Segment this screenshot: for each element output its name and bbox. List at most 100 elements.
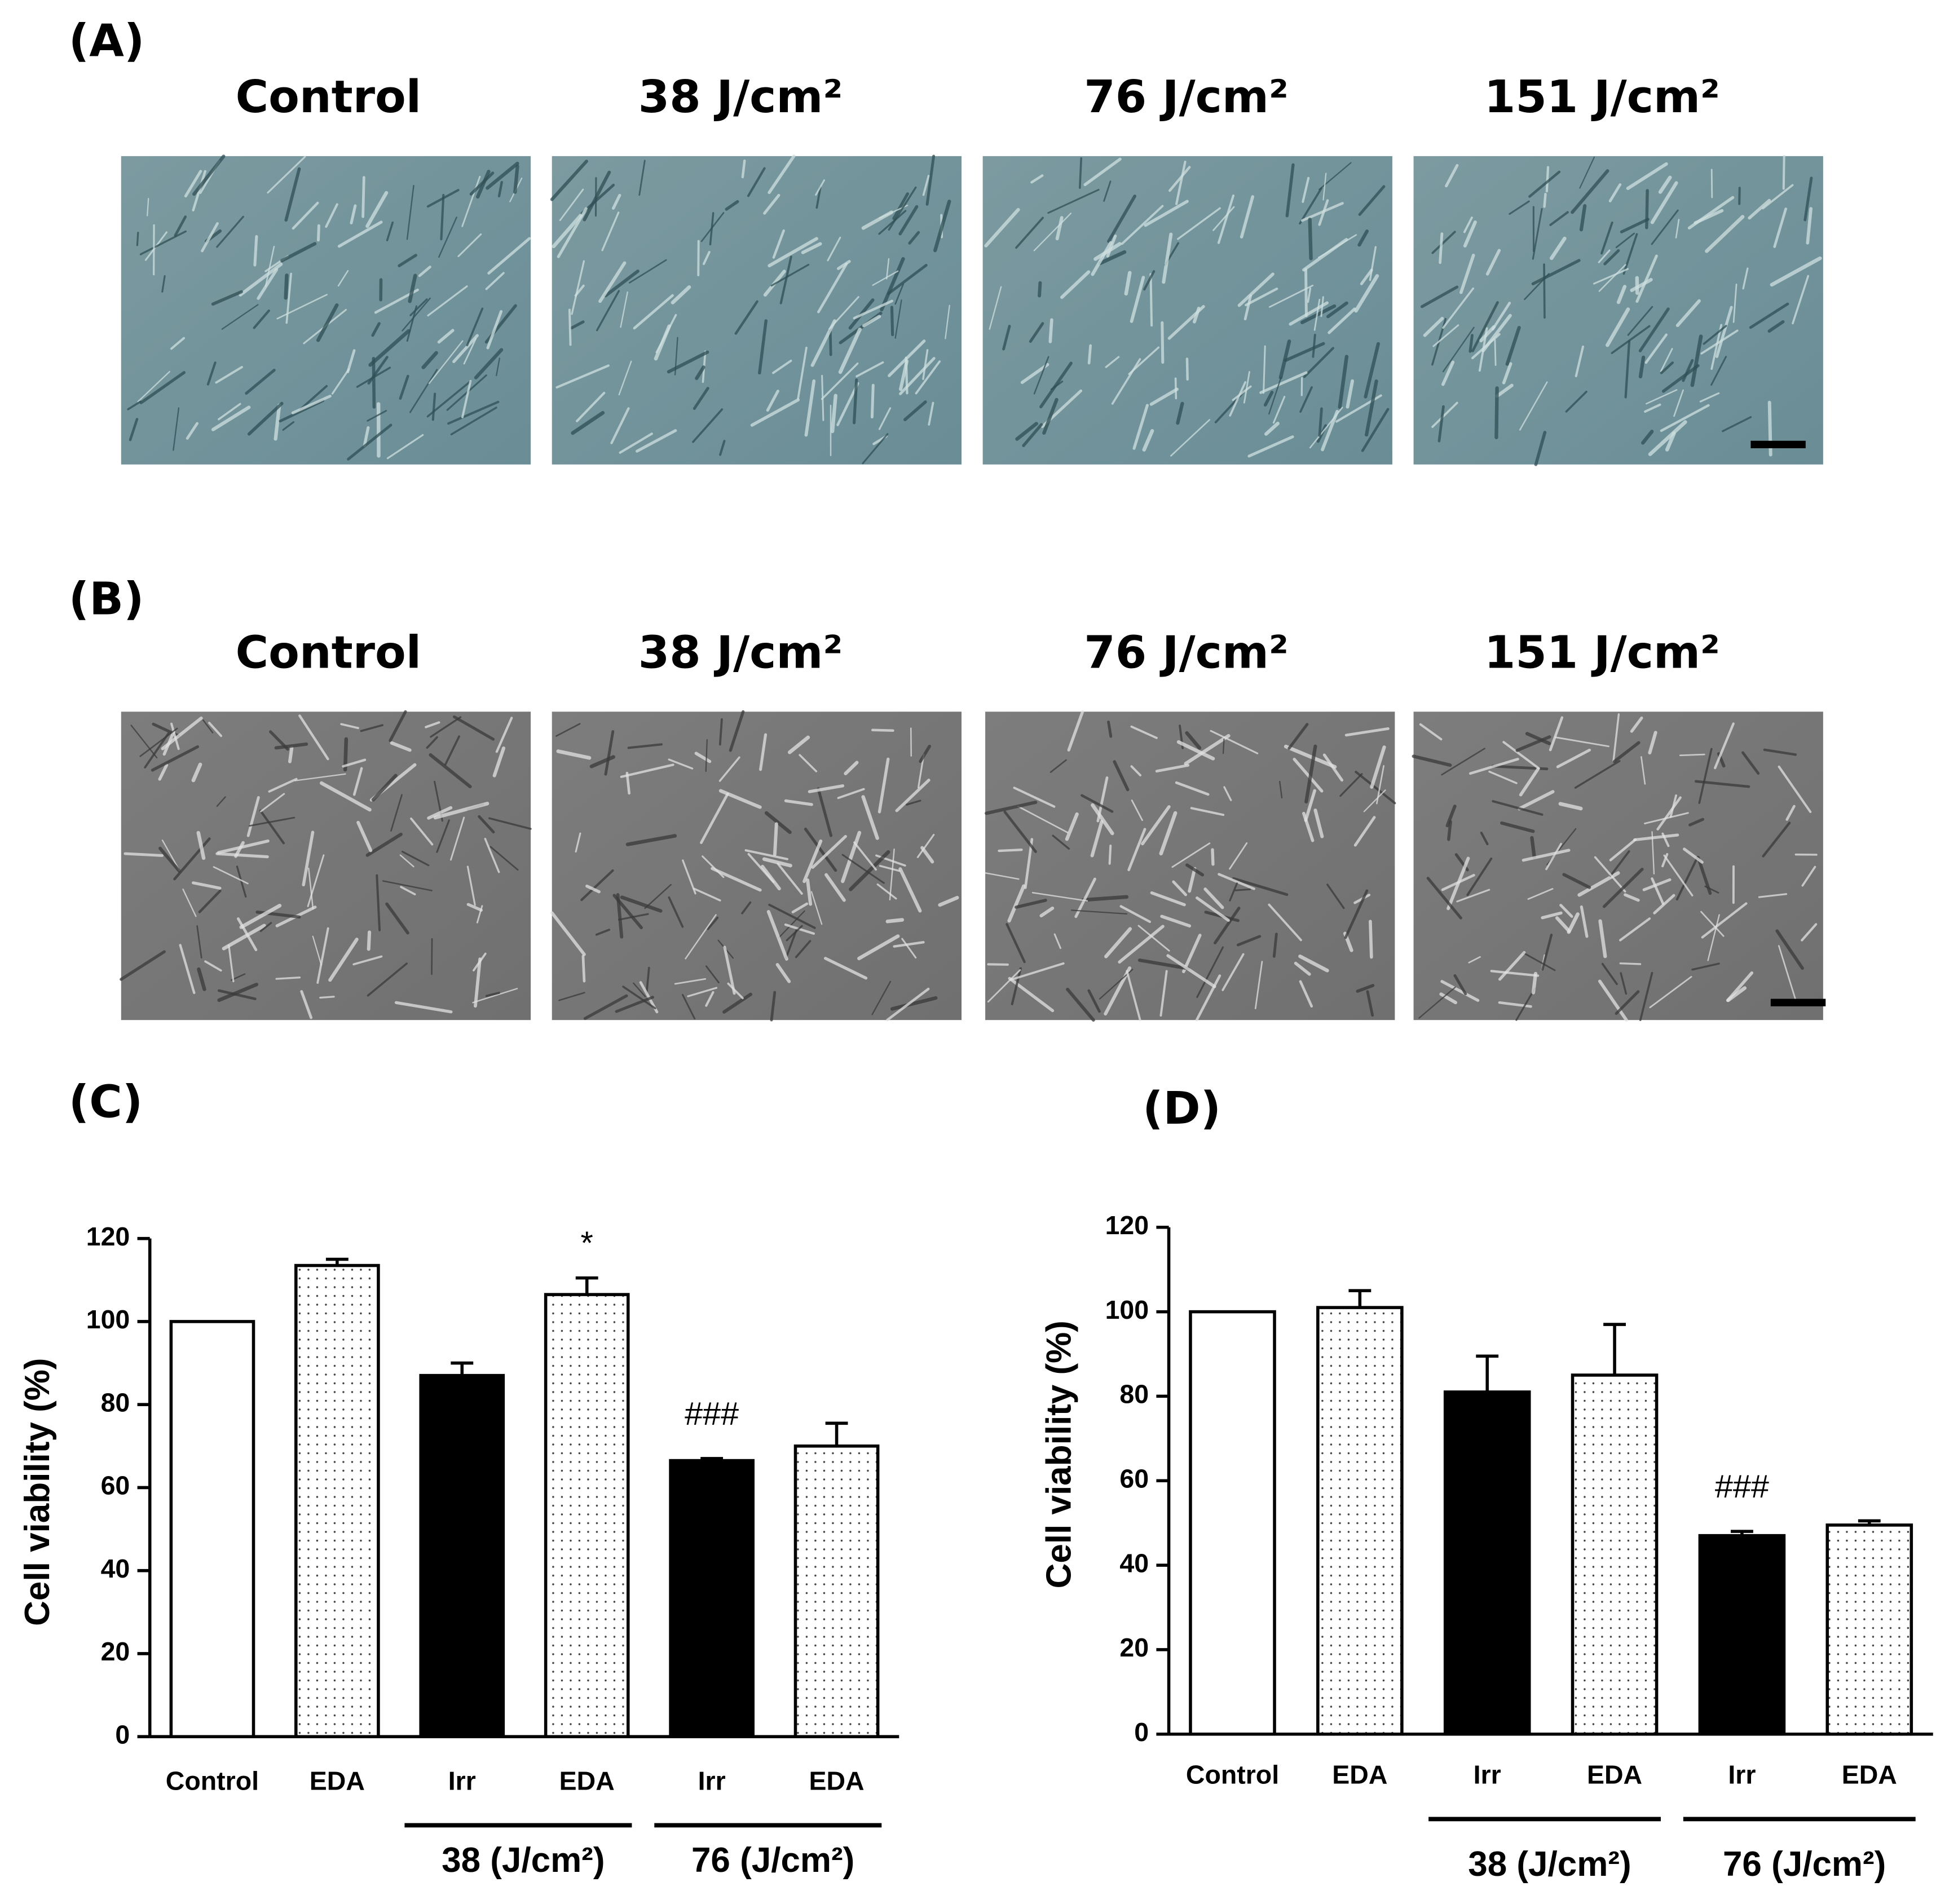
cell-streak [1320,296,1324,317]
cell-streak [390,741,412,752]
cell-streak [1196,946,1224,999]
cell-streak [1081,895,1129,902]
cell-streak [1495,383,1514,398]
cell-streak [1304,268,1308,317]
cell-streak [1185,863,1205,877]
cell-streak [291,395,332,414]
cell-streak [1365,379,1378,437]
cell-streak [668,896,684,928]
cell-streak [580,869,614,902]
cell-streak [288,746,294,763]
cell-streak [447,400,500,425]
cell-streak [1437,405,1445,443]
cell-streak [300,990,313,1019]
cell-streak [620,763,674,778]
cell-streak [1017,805,1069,834]
cell-streak [1302,176,1310,203]
cell-streak [915,360,941,395]
cell-streak [727,982,744,1000]
cell-streak [1107,195,1137,243]
cell-streak [1050,381,1064,391]
cell-streak [1639,971,1653,1022]
cell-streak [192,881,222,890]
cell-streak [1313,298,1321,331]
cell-streak [887,264,928,295]
cell-streak [1463,217,1473,233]
cell-streak [279,399,325,423]
cell-streak [1524,273,1550,301]
cell-streak [421,351,438,369]
cell-streak [695,365,705,381]
y-tick-label: 0 [1134,1717,1149,1747]
x-tick-label: Control [1186,1760,1279,1789]
cell-streak [837,788,865,799]
cell-streak [919,744,931,763]
cell-streak [1653,894,1675,915]
cell-streak [1172,880,1187,896]
cell-streak [862,433,889,465]
cell-streak [1355,770,1396,805]
x-tick-label: EDA [310,1766,365,1795]
cell-streak [1060,270,1091,299]
cell-streak [430,716,462,738]
cell-streak [1630,278,1653,292]
cell-streak [811,834,847,869]
cell-streak [1601,962,1618,986]
cell-streak [276,294,328,320]
cell-streak [1299,980,1313,1008]
cell-streak [1571,169,1609,214]
cell-streak [555,364,610,389]
cell-streak [1665,431,1676,452]
cell-streak [836,260,851,270]
cell-streak [1038,281,1042,298]
cell-streak [1806,207,1813,245]
cell-streak [1579,204,1587,232]
cell-streak [1221,953,1245,991]
bar [294,1264,380,1738]
cell-streak [1778,765,1812,814]
cell-streak [998,849,1023,852]
cell-streak [1328,307,1356,334]
cell-streak [400,886,416,895]
cell-streak [550,911,586,956]
cell-streak [722,992,752,1014]
cell-streak [389,710,407,743]
cell-streak [871,728,894,732]
cell-streak [367,410,387,422]
cell-streak [1126,970,1141,1022]
cell-streak [1360,268,1373,285]
cell-streak [880,257,905,312]
cell-streak [1344,889,1369,939]
cell-streak [211,405,251,431]
cell-streak [1522,849,1571,862]
cell-streak [1675,219,1680,238]
cell-streak [768,154,796,195]
cell-streak [1236,935,1262,947]
x-tick-label: EDA [1842,1760,1897,1789]
cell-streak [1106,235,1117,258]
cell-streak [492,746,506,777]
cell-streak [1707,914,1720,961]
cell-streak [1767,320,1785,333]
cell-streak [201,222,219,253]
cell-streak [1144,200,1189,227]
cell-streak [1624,893,1640,902]
cell-streak [1701,902,1748,939]
cell-streak [406,185,414,240]
cell-streak [1660,404,1710,432]
cell-streak [618,360,632,396]
cell-streak [1431,231,1456,254]
cell-streak [452,715,495,741]
cell-streak [259,809,285,845]
cell-streak [1002,325,1011,351]
cell-streak [583,994,628,1021]
cell-streak [1159,811,1178,856]
cell-streak [1785,805,1796,821]
cell-streak [196,830,206,860]
cell-streak [692,408,724,443]
cell-streak [1312,333,1316,358]
cell-streak [1502,362,1512,385]
scale-bar [1750,440,1806,449]
cell-streak [216,215,244,248]
cell-streak [1598,264,1626,292]
